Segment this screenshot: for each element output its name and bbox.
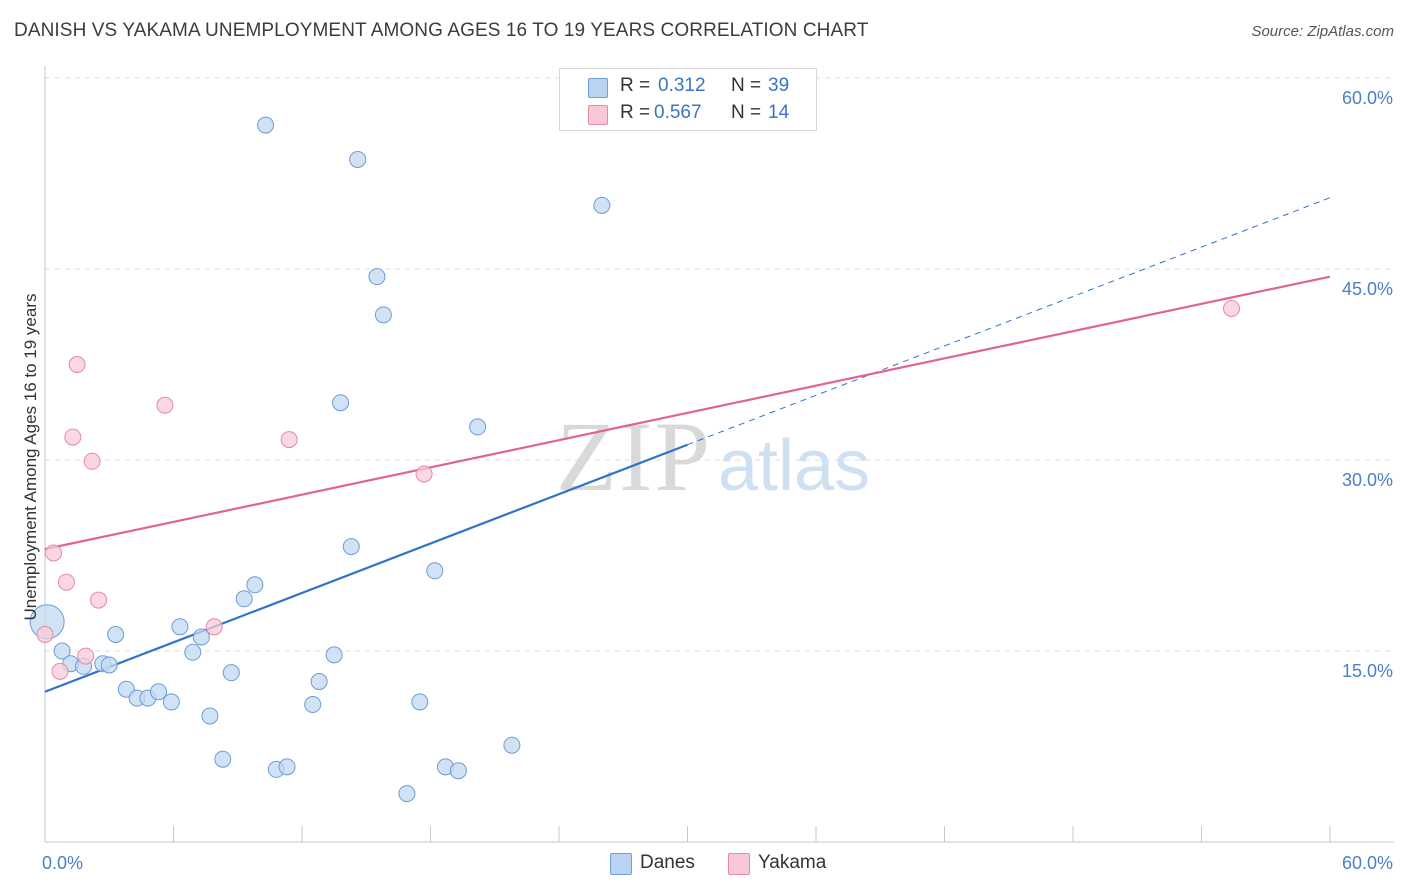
legend-r-value-danes: 0.312 — [658, 75, 706, 96]
yakama-point — [1222, 299, 1240, 317]
yakama-point — [90, 591, 108, 609]
watermark: ZIP atlas — [556, 401, 870, 512]
yakama-point — [77, 647, 95, 665]
danes-swatch — [588, 78, 608, 98]
danes-trend-line — [44, 443, 688, 693]
yakama-point — [205, 618, 223, 636]
danes-point — [503, 736, 521, 754]
yakama-point — [83, 452, 101, 470]
danes-point — [184, 643, 202, 661]
y-tick-label: 30.0% — [1342, 470, 1393, 490]
legend-r-label: R = — [620, 102, 651, 123]
danes-point — [325, 646, 343, 664]
watermark-atlas: atlas — [718, 426, 870, 506]
yakama-trend-line — [44, 275, 1331, 551]
tick-labels: 15.0% 30.0% 45.0% 60.0% 0.0% 60.0% — [42, 88, 1393, 873]
chart-title: DANISH VS YAKAMA UNEMPLOYMENT AMONG AGES… — [14, 20, 869, 41]
legend-n-label: N = — [731, 75, 762, 96]
danes-trend-extension — [687, 197, 1331, 446]
yakama-point — [64, 428, 82, 446]
legend-n-value-yakama: 14 — [768, 102, 790, 123]
danes-point — [342, 538, 360, 556]
danes-point — [214, 750, 232, 768]
yakama-point — [51, 662, 69, 680]
data-points — [29, 116, 1240, 803]
danes-point — [398, 785, 416, 803]
yakama-point — [36, 625, 54, 643]
source-label: Source: ZipAtlas.com — [1251, 23, 1394, 40]
danes-point — [235, 590, 253, 608]
danes-point — [192, 628, 210, 646]
danes-point — [449, 762, 467, 780]
stats-legend: R = 0.312 N = 39 R = 0.567 N = 14 — [559, 68, 817, 131]
x-tick-label: 60.0% — [1342, 853, 1393, 873]
danes-point — [374, 306, 392, 324]
legend-r-label: R = — [620, 75, 651, 96]
danes-point — [332, 394, 350, 412]
yakama-point — [156, 396, 174, 414]
danes-point — [107, 625, 125, 643]
danes-point — [426, 562, 444, 580]
danes-point — [100, 656, 118, 674]
danes-point — [246, 576, 264, 594]
y-tick-label: 45.0% — [1342, 279, 1393, 299]
watermark-zip: ZIP — [556, 401, 712, 512]
danes-point — [310, 673, 328, 691]
danes-point — [171, 618, 189, 636]
yakama-point — [415, 465, 433, 483]
y-tick-label: 15.0% — [1342, 661, 1393, 681]
yakama-point — [68, 356, 86, 373]
danes-point — [201, 707, 219, 725]
danes-legend-label: Danes — [640, 852, 695, 873]
gridlines — [45, 77, 1394, 652]
axes — [44, 66, 1394, 843]
danes-point — [411, 693, 429, 711]
danes-point — [368, 268, 386, 286]
danes-point — [469, 418, 487, 436]
danes-point — [222, 664, 240, 682]
danes-legend-swatch — [610, 853, 632, 875]
trend-lines — [44, 197, 1331, 693]
danes-point — [304, 695, 322, 713]
yakama-legend-label: Yakama — [758, 852, 827, 873]
danes-point — [278, 758, 296, 776]
y-axis-label: Unemployment Among Ages 16 to 19 years — [21, 294, 40, 621]
danes-point — [593, 196, 611, 214]
yakama-point — [57, 573, 75, 591]
yakama-point — [45, 544, 63, 562]
danes-point — [257, 116, 275, 134]
yakama-point — [280, 431, 298, 449]
yakama-legend-swatch — [728, 853, 750, 875]
legend-n-label: N = — [731, 102, 762, 123]
danes-point — [349, 150, 367, 168]
legend-n-value-danes: 39 — [768, 75, 790, 96]
y-tick-label: 60.0% — [1342, 88, 1393, 108]
legend-r-value-yakama: 0.567 — [654, 102, 702, 123]
danes-point — [150, 683, 168, 701]
yakama-swatch — [588, 105, 608, 125]
danes-point — [53, 642, 71, 660]
x-tick-label: 0.0% — [42, 853, 83, 873]
danes-point — [162, 693, 180, 711]
